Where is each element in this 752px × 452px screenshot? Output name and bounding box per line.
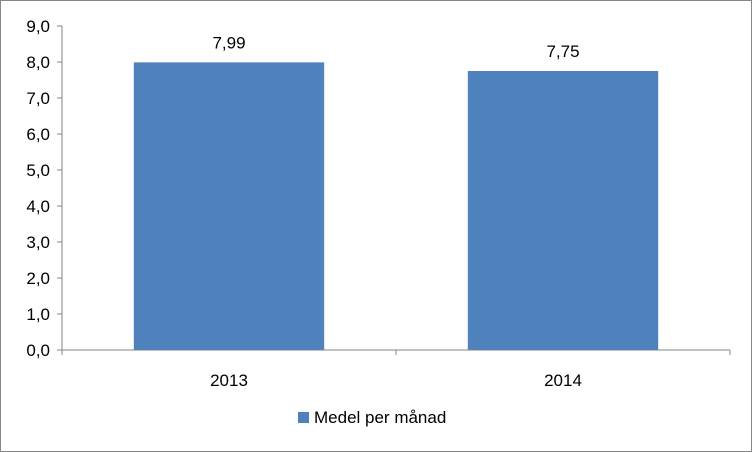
- bars: 7,99 7,75: [133, 33, 659, 351]
- x-tick-label: 2014: [544, 371, 582, 390]
- legend: Medel per månad: [298, 408, 446, 427]
- y-tick-label: 2,0: [26, 269, 50, 288]
- y-tick-label: 4,0: [26, 197, 50, 216]
- y-tick-label: 1,0: [26, 305, 50, 324]
- y-tick-label: 5,0: [26, 161, 50, 180]
- bar: [467, 71, 659, 350]
- data-label: 7,75: [546, 42, 579, 61]
- y-tick-label: 9,0: [26, 17, 50, 36]
- x-tick-label: 2013: [210, 371, 248, 390]
- y-tick-label: 3,0: [26, 233, 50, 252]
- data-label: 7,99: [212, 33, 245, 52]
- y-axis: 0,0 1,0 2,0 3,0 4,0 5,0 6,0 7,0 8,0 9,0: [26, 17, 63, 360]
- y-tick-label: 8,0: [26, 53, 50, 72]
- legend-label: Medel per månad: [314, 408, 446, 427]
- bar: [133, 62, 325, 351]
- y-tick-label: 0,0: [26, 341, 50, 360]
- legend-swatch: [298, 412, 309, 423]
- x-axis: 2013 2014: [61, 349, 731, 390]
- y-tick-label: 6,0: [26, 125, 50, 144]
- y-tick-label: 7,0: [26, 89, 50, 108]
